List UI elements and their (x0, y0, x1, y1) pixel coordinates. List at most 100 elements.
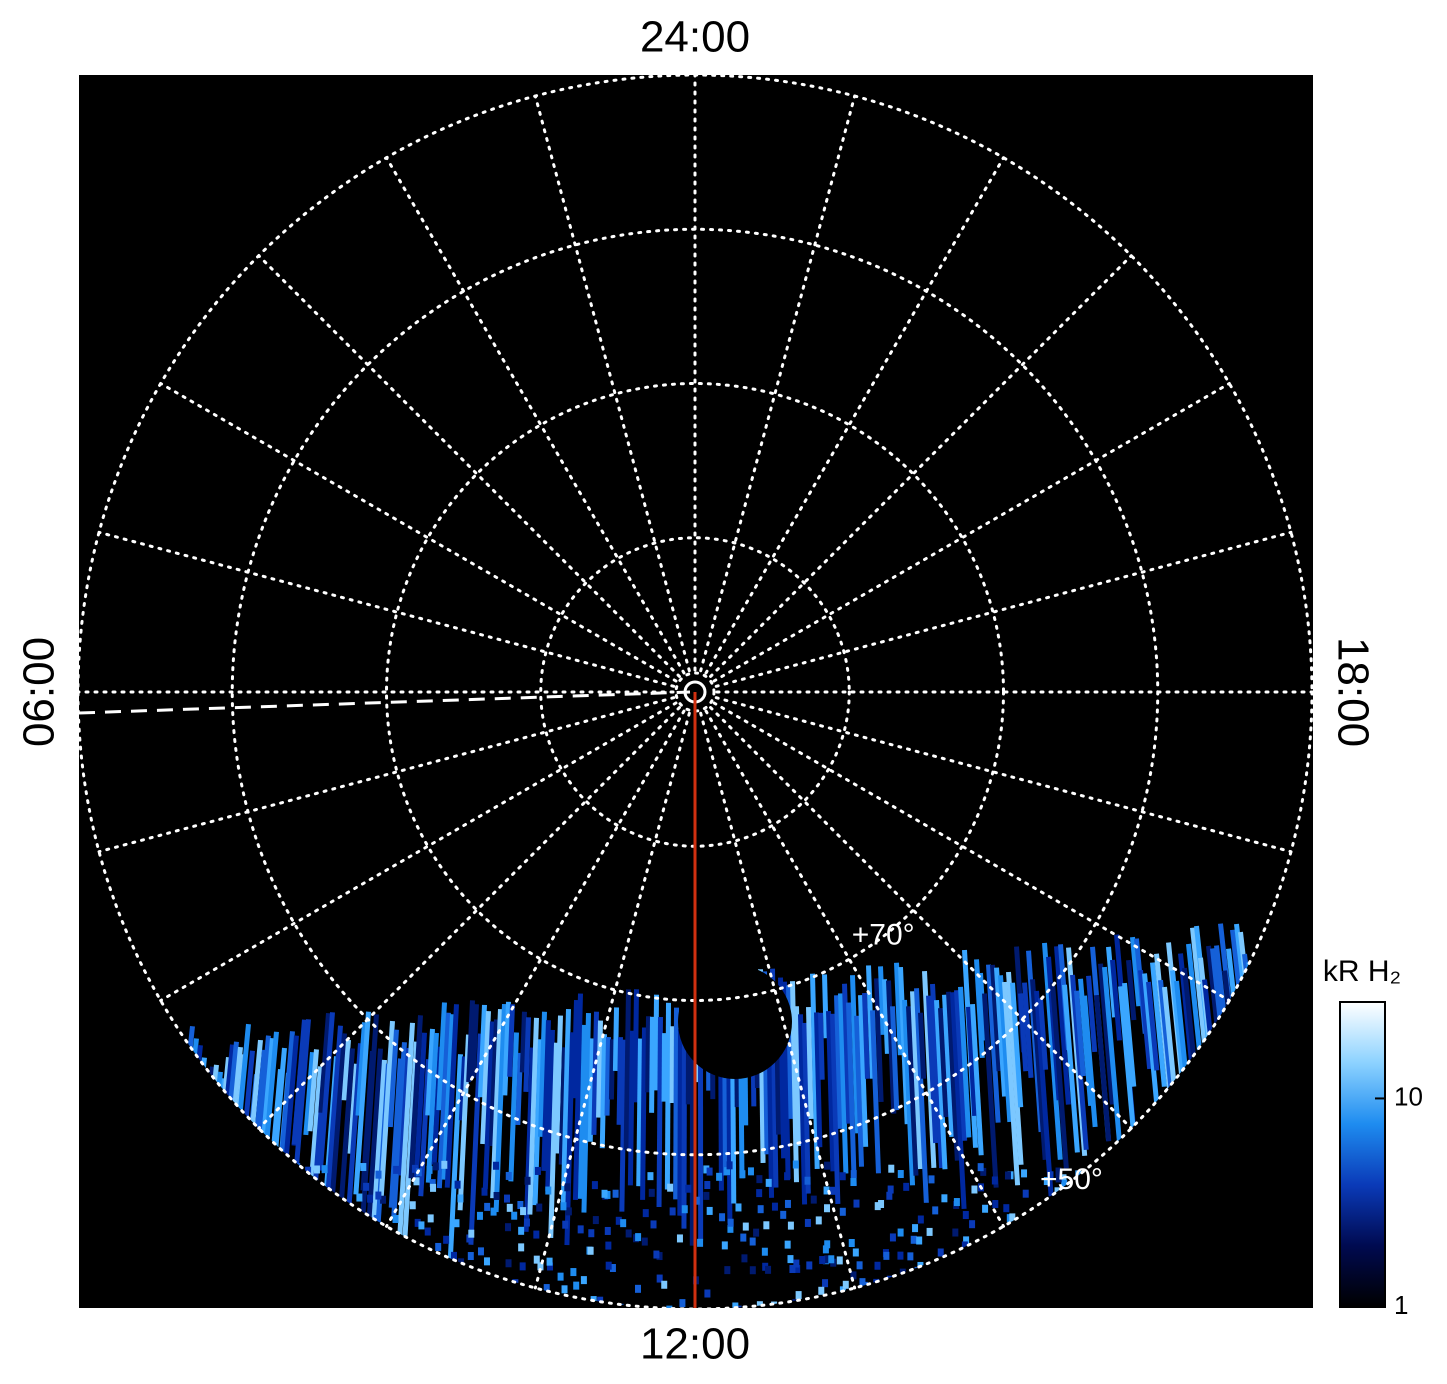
emission-speck (937, 1248, 944, 1257)
emission-streak (917, 1012, 927, 1079)
emission-speck (903, 1182, 910, 1191)
emission-speck (313, 1165, 320, 1174)
emission-speck (806, 1261, 813, 1270)
emission-speck (520, 1207, 527, 1216)
emission-streak (1098, 963, 1115, 1105)
emission-speck (735, 1305, 742, 1308)
emission-streak (913, 988, 929, 1203)
emission-speck (536, 1203, 543, 1212)
emission-speck (506, 1203, 513, 1212)
emission-speck (969, 1220, 976, 1229)
emission-speck (356, 1193, 363, 1202)
meridian (712, 382, 1231, 683)
emission-streak (523, 1017, 531, 1092)
emission-speck (457, 1194, 464, 1203)
emission-speck (587, 1246, 594, 1255)
emission-speck (732, 1302, 739, 1308)
emission-streak (612, 1007, 619, 1071)
colorbar-label: kR H₂ (1323, 955, 1401, 988)
emission-streak (591, 1011, 599, 1135)
emission-speck (823, 1186, 830, 1195)
emission-speck (601, 1189, 608, 1198)
emission-speck (481, 1187, 488, 1196)
emission-speck (512, 1309, 518, 1317)
emission-speck (706, 1167, 713, 1176)
emission-streak (958, 986, 972, 1138)
emission-streak (1010, 982, 1024, 1108)
emission-speck (991, 1176, 998, 1185)
emission-speck (427, 1214, 434, 1223)
emission-speck (888, 1164, 895, 1173)
emission-streak (508, 1032, 519, 1182)
emission-streak (387, 1029, 399, 1128)
emission-streak (942, 994, 955, 1138)
emission-streak (599, 1034, 607, 1149)
emission-speck (609, 1264, 616, 1273)
emission-speck (430, 1183, 437, 1192)
emission-speck (724, 1167, 731, 1176)
emission-streak (353, 1011, 371, 1195)
emission-speck (850, 1178, 857, 1187)
emission-speck (912, 1224, 919, 1233)
emission-speck (667, 1183, 674, 1192)
time-label: 06:00 (15, 637, 64, 747)
emission-speck (719, 1213, 726, 1222)
emission-speck (545, 1186, 552, 1195)
emission-speck (641, 1237, 648, 1246)
emission-speck (765, 1265, 772, 1274)
meridian (704, 156, 1005, 675)
meridian (257, 706, 681, 1130)
emission-speck (749, 1266, 756, 1275)
time-label: 24:00 (640, 13, 750, 62)
emission-speck (363, 1182, 370, 1191)
emission-speck (824, 1255, 831, 1264)
emission-streak (545, 1029, 555, 1192)
emission-streak (303, 1051, 315, 1136)
emission-streak (507, 1004, 515, 1077)
emission-speck (815, 1216, 822, 1225)
emission-speck (577, 1225, 584, 1234)
emission-speck (963, 1236, 970, 1245)
emission-speck (511, 1211, 518, 1220)
emission-speck (883, 1251, 890, 1260)
emission-speck (648, 1188, 655, 1197)
emission-speck (560, 1202, 567, 1211)
emission-streak (482, 1021, 495, 1190)
emission-streak (664, 1002, 671, 1190)
emission-speck (305, 1166, 312, 1175)
emission-speck (612, 1189, 619, 1198)
emission-streak (846, 1002, 857, 1186)
emission-speck (704, 1289, 711, 1298)
emission-speck (490, 1207, 497, 1216)
emission-speck (1021, 1169, 1028, 1178)
emission-speck (534, 1166, 541, 1175)
emission-speck (795, 1291, 802, 1300)
emission-speck (741, 1254, 748, 1263)
emission-speck (850, 1271, 857, 1280)
emission-speck (605, 1261, 612, 1270)
emission-speck (693, 1196, 700, 1205)
emission-speck (375, 1191, 382, 1200)
emission-speck (941, 1194, 948, 1203)
emission-speck (839, 1172, 846, 1181)
meridian (533, 94, 691, 673)
emission-speck (787, 1221, 794, 1230)
emission-speck (822, 1279, 829, 1288)
emission-streak (276, 1031, 295, 1185)
emission-speck (615, 1216, 622, 1225)
emission-speck (928, 1175, 935, 1184)
emission-speck (836, 1256, 843, 1265)
emission-speck (749, 1237, 756, 1246)
emission-streak (255, 1035, 271, 1154)
emission-speck (493, 1161, 500, 1170)
emission-streak (1146, 981, 1160, 1071)
emission-speck (564, 1183, 571, 1192)
emission-streak (870, 1010, 881, 1174)
emission-speck (679, 1299, 686, 1308)
emission-streak (466, 1000, 475, 1083)
emission-streak (677, 1029, 683, 1216)
emission-streak (640, 1027, 647, 1200)
emission-speck (588, 1229, 595, 1238)
emission-speck (565, 1207, 572, 1216)
emission-speck (546, 1257, 553, 1266)
